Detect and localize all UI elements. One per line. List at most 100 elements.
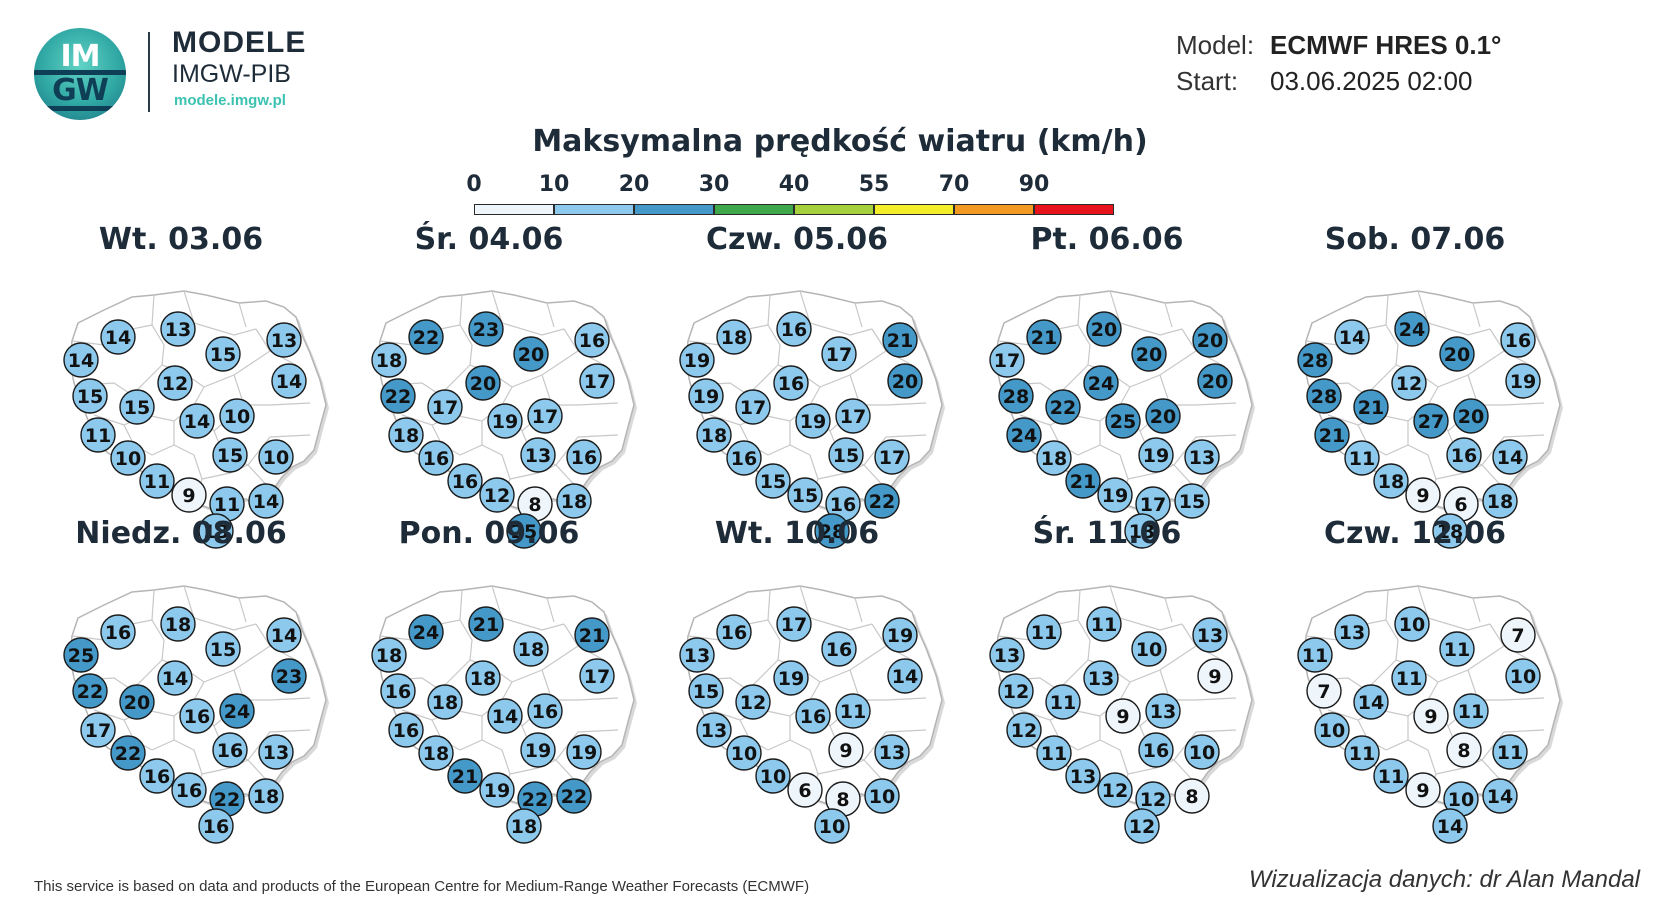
wind-value-circle [468, 606, 504, 642]
wind-value-text: 11 [1349, 448, 1375, 470]
wind-value-circle [160, 606, 196, 642]
region-border [799, 350, 887, 388]
wind-value-circle [157, 365, 193, 401]
wind-value-circle [1006, 417, 1042, 453]
wind-value-circle [1124, 808, 1160, 844]
wind-value-circle [1334, 319, 1370, 355]
wind-value-circle [716, 614, 752, 650]
wind-value-marker: 12 [998, 673, 1034, 709]
wind-value-text: 25 [1110, 411, 1136, 433]
wind-value-marker: 12 [479, 477, 515, 513]
wind-value-circle [1083, 365, 1119, 401]
region-border [183, 585, 257, 631]
region-border [1467, 669, 1545, 701]
wind-value-marker: 19 [679, 342, 715, 378]
wind-value-marker: 11 [139, 463, 175, 499]
wind-value-marker: 20 [1439, 336, 1475, 372]
wind-value-circle [1391, 365, 1427, 401]
wind-value-circle [520, 732, 556, 768]
start-value: 03.06.2025 02:00 [1270, 66, 1473, 96]
region-border [541, 669, 619, 701]
wind-value-marker: 17 [1135, 486, 1171, 522]
wind-value-marker: 10 [755, 758, 791, 794]
wind-value-marker: 19 [1138, 437, 1174, 473]
wind-value-marker: 10 [219, 398, 255, 434]
region-border [1481, 434, 1545, 466]
wind-value-marker: 12 [735, 684, 771, 720]
wind-value-marker: 18 [1432, 513, 1468, 549]
wind-value-circle [63, 637, 99, 673]
wind-value-circle [520, 437, 556, 473]
wind-value-text: 13 [1189, 447, 1215, 469]
wind-value-circle [380, 673, 416, 709]
wind-value-text: 6 [798, 780, 811, 802]
wind-value-marker: 15 [212, 437, 248, 473]
wind-value-circle [179, 403, 215, 439]
wind-value-circle [1353, 684, 1389, 720]
wind-value-text: 16 [1451, 445, 1477, 467]
region-border [238, 597, 247, 623]
colorbar-tick: 90 [1018, 172, 1050, 197]
wind-value-marker: 10 [1505, 658, 1541, 694]
day-label: Sob. 07.06 [1324, 222, 1506, 257]
wind-value-text: 10 [869, 786, 895, 808]
wind-value-circle [556, 778, 592, 814]
wind-value-circle [1314, 712, 1350, 748]
wind-value-marker: 17 [835, 398, 871, 434]
wind-value-circle [1184, 439, 1220, 475]
wind-value-text: 18 [432, 692, 458, 714]
wind-value-circle [527, 398, 563, 434]
wind-value-text: 8 [1457, 740, 1470, 762]
wind-value-text: 13 [1088, 668, 1114, 690]
wind-value-circle [688, 673, 724, 709]
wind-value-text: 16 [184, 706, 210, 728]
wind-value-marker: 13 [874, 734, 910, 770]
region-border [238, 302, 247, 328]
wind-value-text: 15 [693, 681, 719, 703]
wind-value-circle [1097, 477, 1133, 513]
day-label: Śr. 04.06 [414, 222, 564, 257]
wind-value-marker: 16 [380, 673, 416, 709]
wind-value-circle [1065, 758, 1101, 794]
wind-value-circle [776, 311, 812, 347]
wind-value-marker: 13 [1184, 439, 1220, 475]
region-border [1159, 669, 1237, 701]
wind-value-circle [1138, 732, 1174, 768]
wind-value-marker: 20 [1453, 398, 1489, 434]
wind-value-marker: 16 [566, 439, 602, 475]
wind-value-marker: 17 [579, 363, 615, 399]
wind-value-marker: 9 [1197, 658, 1233, 694]
brand-url[interactable]: modele.imgw.pl [174, 92, 286, 109]
colorbar-tick: 55 [858, 172, 890, 197]
wind-value-text: 13 [1197, 625, 1223, 647]
wind-value-text: 17 [740, 397, 766, 419]
wind-value-marker: 28 [1297, 342, 1333, 378]
wind-value-text: 11 [1396, 668, 1422, 690]
region-border [123, 421, 175, 456]
wind-value-circle [1174, 778, 1210, 814]
wind-value-marker: 19 [773, 660, 809, 696]
wind-value-circle [258, 439, 294, 475]
wind-value-circle [110, 735, 146, 771]
wind-value-text: 21 [1319, 425, 1345, 447]
wind-value-marker: 8 [825, 781, 861, 817]
wind-value-marker: 22 [110, 735, 146, 771]
wind-value-text: 16 [1505, 330, 1531, 352]
wind-value-circle [795, 403, 831, 439]
wind-value-text: 27 [1418, 411, 1444, 433]
wind-value-circle [814, 513, 850, 549]
wind-value-circle [1391, 660, 1427, 696]
wind-value-marker: 13 [1083, 660, 1119, 696]
wind-value-marker: 28 [814, 513, 850, 549]
wind-value-circle [1083, 660, 1119, 696]
wind-value-text: 14 [162, 668, 188, 690]
region-border [849, 669, 927, 701]
region-border [1357, 421, 1409, 456]
wind-value-text: 25 [68, 645, 94, 667]
wind-value-circle [1026, 614, 1062, 650]
wind-value-text: 13 [701, 720, 727, 742]
wind-value-text: 17 [840, 406, 866, 428]
wind-value-circle [787, 772, 823, 808]
